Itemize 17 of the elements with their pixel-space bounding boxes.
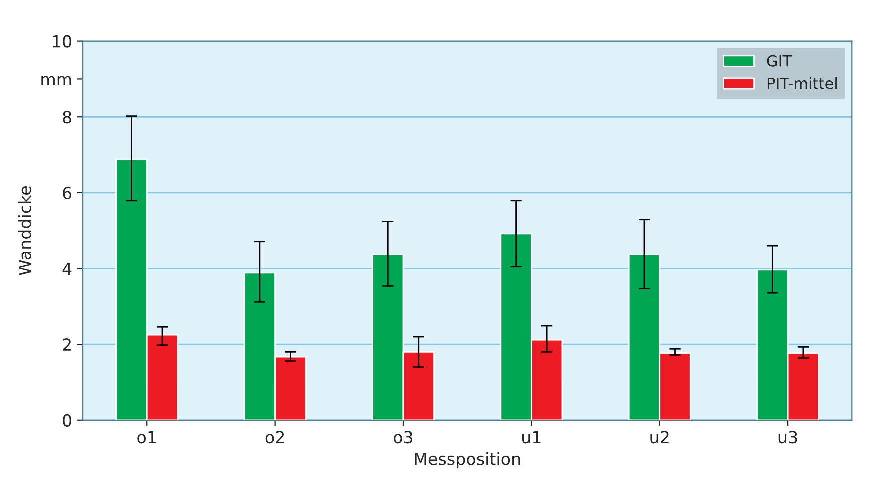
y-tick-label: 10	[53, 35, 72, 48]
x-tick-label: u3	[778, 431, 798, 444]
x-tick-label: o2	[266, 431, 284, 444]
x-tick-label: u1	[522, 431, 541, 444]
y-axis-title: Wanddicke	[18, 186, 32, 276]
y-tick-label: 6	[63, 186, 72, 200]
y-tick-label: 0	[63, 414, 72, 427]
x-tick-label: o1	[138, 431, 156, 444]
y-tick-label: 2	[63, 338, 71, 351]
y-tick-label: 8	[63, 111, 72, 124]
y-tick-label: 4	[62, 262, 72, 276]
x-axis-title: Messposition	[415, 452, 520, 469]
legend-label: PIT-mittel	[768, 77, 837, 90]
y-tick-label: mm	[42, 76, 72, 86]
legend-label: GIT	[767, 55, 792, 67]
x-tick-label: o3	[394, 431, 413, 444]
x-tick-label: u2	[650, 431, 669, 444]
